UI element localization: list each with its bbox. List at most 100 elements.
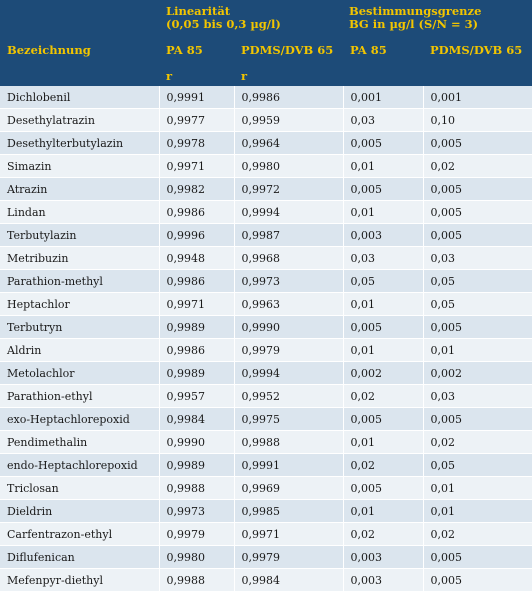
compound-name-cell: Terbutylazin — [0, 223, 160, 247]
column-header-pdms-detection-limit: PDMS/DVB 65 — [430, 43, 523, 57]
pa85-linearity-cell: 0,9988 — [159, 476, 235, 500]
pdms-detection-limit-cell: 0,01 — [423, 499, 532, 523]
compound-name-cell: Carfentrazon-ethyl — [0, 522, 160, 546]
compound-name-cell: Desethylterbutylazin — [0, 131, 160, 155]
compound-name-cell: Parathion-methyl — [0, 269, 160, 293]
pa85-detection-limit-cell: 0,01 — [343, 292, 424, 316]
table-row: Dieldrin 0,9973 0,9985 0,01 0,01 — [0, 499, 532, 523]
pdms-detection-limit-cell: 0,01 — [423, 476, 532, 500]
pdms-linearity-cell: 0,9973 — [234, 269, 344, 293]
pdms-detection-limit-cell: 0,005 — [423, 177, 532, 201]
table-row: Parathion-ethyl 0,9957 0,9952 0,02 0,03 — [0, 384, 532, 408]
data-table: Dichlobenil 0,9991 0,9986 0,001 0,001 Desethy… — [0, 86, 532, 592]
pa85-linearity-cell: 0,9986 — [159, 269, 235, 293]
pa85-linearity-cell: 0,9991 — [159, 86, 235, 109]
pdms-detection-limit-cell: 0,005 — [423, 200, 532, 224]
compound-name-cell: Desethylatrazin — [0, 108, 160, 132]
pa85-detection-limit-cell: 0,01 — [343, 154, 424, 178]
pdms-linearity-cell: 0,9975 — [234, 407, 344, 431]
pdms-detection-limit-cell: 0,002 — [423, 361, 532, 385]
pa85-detection-limit-cell: 0,03 — [343, 246, 424, 270]
compound-name-cell: Triclosan — [0, 476, 160, 500]
table-row: Simazin 0,9971 0,9980 0,01 0,02 — [0, 154, 532, 178]
detection-limit-unit: BG in µg/l (S/N = 3) — [349, 17, 479, 31]
pdms-linearity-cell: 0,9994 — [234, 361, 344, 385]
pdms-linearity-cell: 0,9984 — [234, 568, 344, 592]
pa85-linearity-cell: 0,9989 — [159, 453, 235, 477]
pdms-detection-limit-cell: 0,02 — [423, 522, 532, 546]
pa85-linearity-cell: 0,9989 — [159, 361, 235, 385]
pa85-linearity-cell: 0,9980 — [159, 545, 235, 569]
pdms-linearity-cell: 0,9969 — [234, 476, 344, 500]
pdms-detection-limit-cell: 0,005 — [423, 223, 532, 247]
pa85-linearity-cell: 0,9977 — [159, 108, 235, 132]
table-row: Triclosan 0,9988 0,9969 0,005 0,01 — [0, 476, 532, 500]
linearity-group-header: Linearität (0,05 bis 0,3 µg/l) — [166, 5, 281, 31]
pa85-detection-limit-cell: 0,003 — [343, 223, 424, 247]
pdms-linearity-cell: 0,9979 — [234, 545, 344, 569]
pa85-linearity-cell: 0,9989 — [159, 315, 235, 339]
pdms-linearity-cell: 0,9971 — [234, 522, 344, 546]
pdms-detection-limit-cell: 0,005 — [423, 131, 532, 155]
compound-name-cell: Dieldrin — [0, 499, 160, 523]
compound-name-cell: endo-Heptachlorepoxid — [0, 453, 160, 477]
pdms-linearity-cell: 0,9959 — [234, 108, 344, 132]
pdms-detection-limit-cell: 0,05 — [423, 453, 532, 477]
pdms-linearity-cell: 0,9980 — [234, 154, 344, 178]
table-row: Heptachlor 0,9971 0,9963 0,01 0,05 — [0, 292, 532, 316]
table-row: Terbutylazin 0,9996 0,9987 0,003 0,005 — [0, 223, 532, 247]
pa85-detection-limit-cell: 0,05 — [343, 269, 424, 293]
pdms-linearity-cell: 0,9991 — [234, 453, 344, 477]
pdms-linearity-cell: 0,9968 — [234, 246, 344, 270]
pdms-detection-limit-cell: 0,01 — [423, 338, 532, 362]
pa85-linearity-cell: 0,9986 — [159, 338, 235, 362]
compound-name-cell: Heptachlor — [0, 292, 160, 316]
table-row: Diflufenican 0,9980 0,9979 0,003 0,005 — [0, 545, 532, 569]
pa85-linearity-cell: 0,9948 — [159, 246, 235, 270]
column-header-name: Bezeichnung — [7, 43, 91, 57]
pa85-linearity-cell: 0,9957 — [159, 384, 235, 408]
compound-name-cell: Diflufenican — [0, 545, 160, 569]
pdms-detection-limit-cell: 0,005 — [423, 315, 532, 339]
pdms-linearity-cell: 0,9994 — [234, 200, 344, 224]
pdms-linearity-cell: 0,9988 — [234, 430, 344, 454]
compound-name-cell: Dichlobenil — [0, 86, 160, 109]
pdms-linearity-cell: 0,9987 — [234, 223, 344, 247]
compound-name-cell: Lindan — [0, 200, 160, 224]
pdms-detection-limit-cell: 0,02 — [423, 430, 532, 454]
table-row: Desethylterbutylazin 0,9978 0,9964 0,005 0,0… — [0, 131, 532, 155]
pdms-detection-limit-cell: 0,10 — [423, 108, 532, 132]
pa85-detection-limit-cell: 0,01 — [343, 430, 424, 454]
pa85-detection-limit-cell: 0,01 — [343, 200, 424, 224]
pa85-detection-limit-cell: 0,003 — [343, 568, 424, 592]
compound-name-cell: Metribuzin — [0, 246, 160, 270]
table-row: Mefenpyr-diethyl 0,9988 0,9984 0,003 0,005 — [0, 568, 532, 592]
pdms-linearity-cell: 0,9986 — [234, 86, 344, 109]
pdms-linearity-cell: 0,9963 — [234, 292, 344, 316]
pdms-linearity-cell: 0,9985 — [234, 499, 344, 523]
pa85-linearity-cell: 0,9990 — [159, 430, 235, 454]
pa85-linearity-cell: 0,9984 — [159, 407, 235, 431]
pa85-linearity-cell: 0,9982 — [159, 177, 235, 201]
compound-name-cell: exo-Heptachlorepoxid — [0, 407, 160, 431]
pdms-detection-limit-cell: 0,005 — [423, 568, 532, 592]
compound-name-cell: Aldrin — [0, 338, 160, 362]
pa85-linearity-cell: 0,9986 — [159, 200, 235, 224]
compound-name-cell: Simazin — [0, 154, 160, 178]
pdms-detection-limit-cell: 0,05 — [423, 269, 532, 293]
unit-label-pdms: r — [241, 69, 248, 83]
pdms-linearity-cell: 0,9990 — [234, 315, 344, 339]
pa85-detection-limit-cell: 0,003 — [343, 545, 424, 569]
pa85-detection-limit-cell: 0,005 — [343, 315, 424, 339]
compound-name-cell: Atrazin — [0, 177, 160, 201]
compound-name-cell: Pendimethalin — [0, 430, 160, 454]
linearity-range: (0,05 bis 0,3 µg/l) — [166, 17, 281, 31]
table-row: Metribuzin 0,9948 0,9968 0,03 0,03 — [0, 246, 532, 270]
pa85-detection-limit-cell: 0,005 — [343, 177, 424, 201]
pdms-linearity-cell: 0,9972 — [234, 177, 344, 201]
column-header-pa85-detection-limit: PA 85 — [350, 43, 387, 57]
pa85-detection-limit-cell: 0,005 — [343, 131, 424, 155]
unit-label-pa85: r — [166, 69, 173, 83]
pdms-detection-limit-cell: 0,03 — [423, 384, 532, 408]
